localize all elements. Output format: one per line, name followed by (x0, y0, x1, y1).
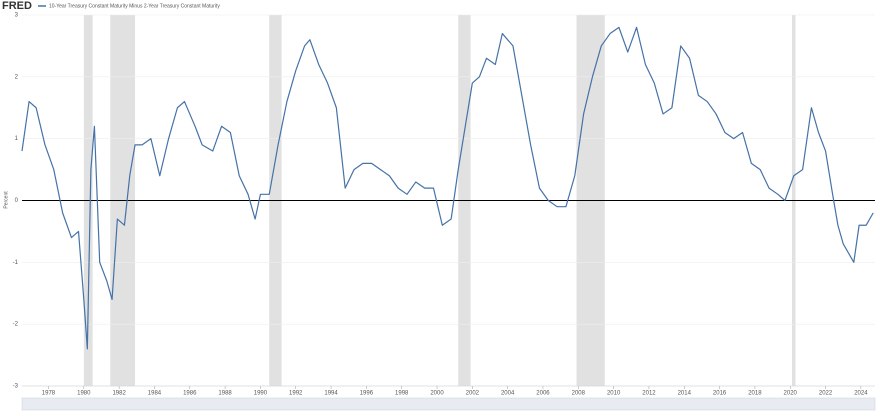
x-tick-label: 1980 (77, 391, 91, 397)
x-tick-label: 2000 (430, 391, 444, 397)
x-tick-label: 2004 (501, 391, 515, 397)
x-tick-label: 1996 (360, 391, 374, 397)
y-tick-label: -3 (13, 384, 19, 390)
x-tick-label: 2022 (819, 391, 833, 397)
x-tick-label: 1984 (148, 391, 162, 397)
y-axis-label: Percent (3, 191, 9, 209)
x-tick-label: 2008 (572, 391, 586, 397)
y-tick-label: -1 (13, 260, 19, 266)
x-tick-label: 2024 (854, 391, 868, 397)
legend-entry[interactable]: 10-Year Treasury Constant Maturity Minus… (49, 3, 220, 9)
x-tick-label: 2002 (466, 391, 480, 397)
x-tick-label: 1986 (183, 391, 197, 397)
x-tick-label: 2014 (678, 391, 692, 397)
x-tick-label: 1994 (324, 391, 338, 397)
y-tick-label: 3 (15, 13, 19, 19)
x-tick-label: 2006 (536, 391, 550, 397)
x-tick-label: 2016 (713, 391, 727, 397)
brand-logo[interactable]: FRED (2, 0, 32, 12)
x-tick-label: 2010 (607, 391, 621, 397)
x-tick-label: 1982 (112, 391, 126, 397)
x-tick-label: 1978 (42, 391, 56, 397)
y-tick-label: 0 (15, 198, 19, 204)
x-tick-label: 2020 (784, 391, 798, 397)
y-tick-label: 1 (15, 136, 19, 142)
y-tick-label: -2 (13, 322, 19, 328)
x-tick-label: 1992 (289, 391, 303, 397)
y-tick-label: 2 (15, 74, 19, 80)
x-tick-label: 1990 (254, 391, 268, 397)
x-tick-label: 2018 (748, 391, 762, 397)
x-tick-label: 2012 (642, 391, 656, 397)
range-navigator[interactable] (21, 397, 876, 411)
x-tick-label: 1988 (218, 391, 232, 397)
x-tick-label: 1998 (395, 391, 409, 397)
series-line (21, 26, 874, 350)
